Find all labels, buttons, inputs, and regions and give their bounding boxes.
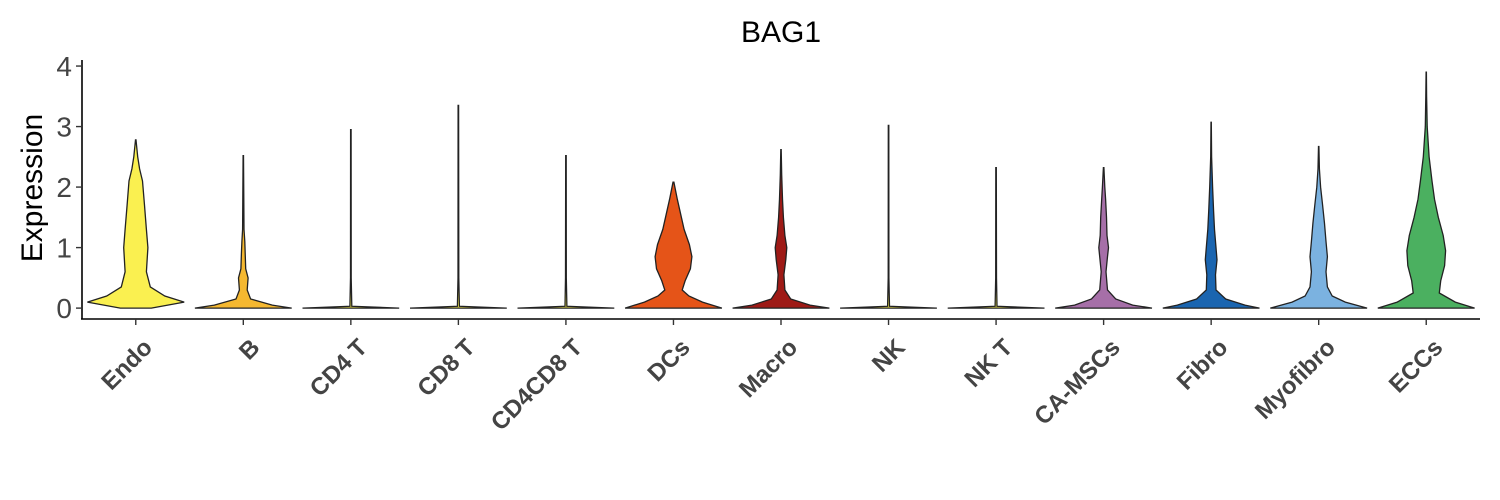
violin-endo (87, 139, 185, 309)
violin-fibro (1162, 121, 1260, 309)
x-tick-label: NK (867, 334, 911, 378)
x-tick-label: Macro (734, 334, 803, 403)
x-tick-label: CD4CD8 T (486, 334, 588, 436)
violin-nk-t (947, 167, 1045, 309)
y-ticks-group: 0 1 2 3 4 (56, 51, 82, 324)
x-tick-label: DCs (643, 334, 696, 387)
chart-title: BAG1 (741, 16, 821, 49)
violin-ca-mscs (1055, 167, 1153, 309)
x-tick-label: Endo (96, 334, 158, 396)
x-tick-label: Myofibro (1250, 334, 1341, 425)
x-tick-label: CD8 T (412, 334, 480, 402)
violin-cd4cd8-t (517, 154, 615, 309)
x-tick-label: ECCs (1384, 334, 1448, 398)
violin-eccs (1377, 71, 1475, 309)
y-tick-label: 0 (56, 293, 72, 324)
y-tick-label: 4 (56, 51, 72, 82)
violins-group (87, 71, 1475, 309)
y-tick-label: 1 (56, 233, 72, 264)
violin-macro (732, 148, 830, 309)
violin-cd4-t (302, 128, 400, 309)
violin-nk (840, 124, 937, 309)
x-tick-label: CA-MSCs (1029, 334, 1125, 430)
y-tick-label: 3 (56, 112, 72, 143)
x-tick-label: B (234, 334, 265, 365)
y-axis-label: Expression (16, 114, 49, 262)
x-tick-label: NK T (960, 334, 1019, 393)
violin-b (194, 154, 292, 309)
violin-dcs (624, 181, 723, 309)
violin-myofibro (1270, 145, 1368, 309)
y-tick-label: 2 (56, 172, 72, 203)
violin-cd8-t (409, 104, 507, 309)
x-tick-label: CD4 T (305, 334, 373, 402)
x-ticks-group: Endo B CD4 T CD8 T CD4CD8 T DCs Macro NK NK T CA-… (96, 319, 1448, 436)
x-tick-label: Fibro (1172, 334, 1234, 396)
